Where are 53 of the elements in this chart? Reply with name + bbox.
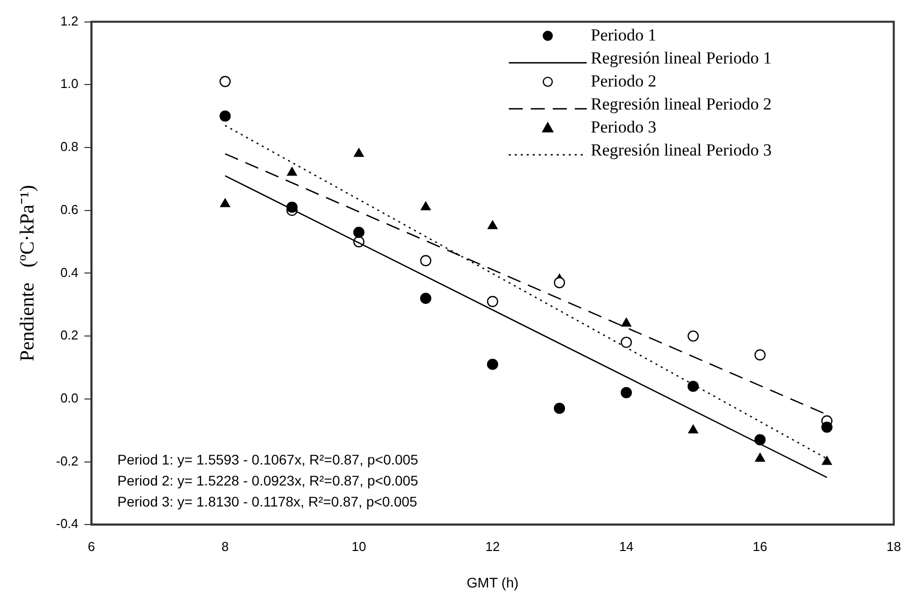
point <box>420 255 432 266</box>
point <box>620 336 632 348</box>
annotation: Period 1: y= 1.5593 - 0.1067x, R²=0.87, p<0.005 <box>117 451 418 468</box>
point <box>486 358 498 370</box>
legend-label: Periodo 1 <box>590 25 656 44</box>
x-tick-label: 14 <box>619 538 634 554</box>
point <box>688 330 699 342</box>
y-tick-label: 0.6 <box>60 202 78 217</box>
point <box>621 318 632 327</box>
point <box>821 422 833 433</box>
legend-label: Regresión lineal Periodo 3 <box>590 140 772 160</box>
x-tick-label: 12 <box>485 538 500 554</box>
x-tick-label: 6 <box>88 538 96 554</box>
y-axis-title: Pendiente (ºC·kPa⁻¹) <box>16 185 38 362</box>
point <box>353 226 364 238</box>
point <box>287 167 297 176</box>
annotation: Period 3: y= 1.8130 - 0.1178x, R²=0.87, p<0.005 <box>117 493 418 510</box>
point <box>220 198 230 208</box>
point <box>220 110 231 122</box>
legend-label: Regresión lineal Periodo 1 <box>590 48 772 68</box>
y-tick-label: -0.2 <box>56 453 78 468</box>
annotation: Period 2: y= 1.5228 - 0.0923x, R²=0.87, p<0.005 <box>117 472 418 488</box>
point <box>688 380 699 392</box>
point <box>822 456 832 465</box>
x-tick-label: 8 <box>222 538 229 554</box>
y-tick-label: 1.0 <box>60 76 78 92</box>
point <box>620 387 632 398</box>
x-tick-label: 10 <box>352 538 366 554</box>
x-tick-label: 18 <box>886 538 902 554</box>
point <box>755 453 765 462</box>
x-tick-label: 16 <box>752 538 768 554</box>
point <box>286 202 298 213</box>
y-tick-label: 0.8 <box>60 139 78 154</box>
point <box>420 202 431 210</box>
point <box>754 434 766 446</box>
y-tick-label: 0.0 <box>60 390 78 406</box>
x-axis-title: GMT (h) <box>466 574 519 590</box>
point <box>220 76 231 88</box>
point <box>354 148 364 157</box>
y-tick-label: 1.2 <box>60 13 78 28</box>
legend-label: Periodo 3 <box>590 117 656 136</box>
point <box>754 349 766 361</box>
point <box>554 402 566 414</box>
point <box>488 220 498 230</box>
point <box>554 277 566 288</box>
y-tick-label: 0.2 <box>60 328 78 343</box>
legend-label: Regresión lineal Periodo 2 <box>590 94 772 114</box>
point <box>486 296 498 308</box>
point <box>420 292 432 304</box>
legend-label: Periodo 2 <box>590 71 656 90</box>
y-tick-label: 0.4 <box>60 264 78 280</box>
y-tick-label: -0.4 <box>56 516 78 532</box>
point <box>688 424 698 434</box>
